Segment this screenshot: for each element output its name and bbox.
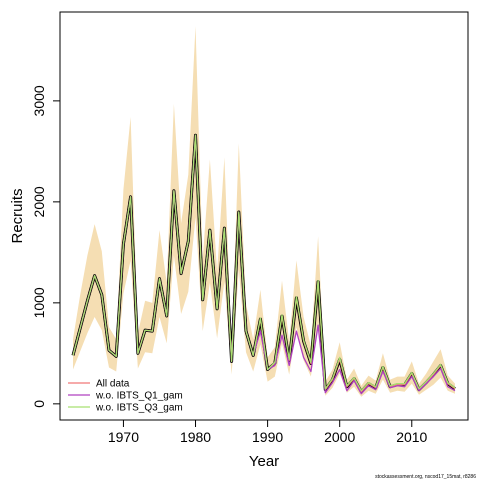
x-tick-label: 2000 <box>324 429 355 445</box>
series-line-wo-ibts-q3 <box>72 134 456 392</box>
x-tick-label: 1970 <box>108 429 139 445</box>
y-tick-label: 3000 <box>31 85 47 116</box>
legend-label: w.o. IBTS_Q1_gam <box>95 391 183 402</box>
y-tick-label: 2000 <box>31 186 47 217</box>
y-axis-title: Recruits <box>9 188 26 243</box>
y-axis: 0 1000 2000 3000 <box>31 85 60 408</box>
y-tick-label: 1000 <box>31 287 47 318</box>
y-tick-label: 0 <box>31 400 47 408</box>
x-axis: 1970 1980 1990 2000 2010 <box>108 420 428 445</box>
x-tick-label: 1980 <box>180 429 211 445</box>
legend-label: All data <box>96 379 130 390</box>
x-tick-label: 1990 <box>252 429 283 445</box>
credit-text: stockassessment.org, nscod17_15mat, r828… <box>375 474 476 480</box>
plot-frame <box>59 11 469 421</box>
x-tick-label: 2010 <box>396 429 427 445</box>
legend-label: w.o. IBTS_Q3_gam <box>95 403 183 414</box>
x-axis-title: Year <box>249 453 279 470</box>
